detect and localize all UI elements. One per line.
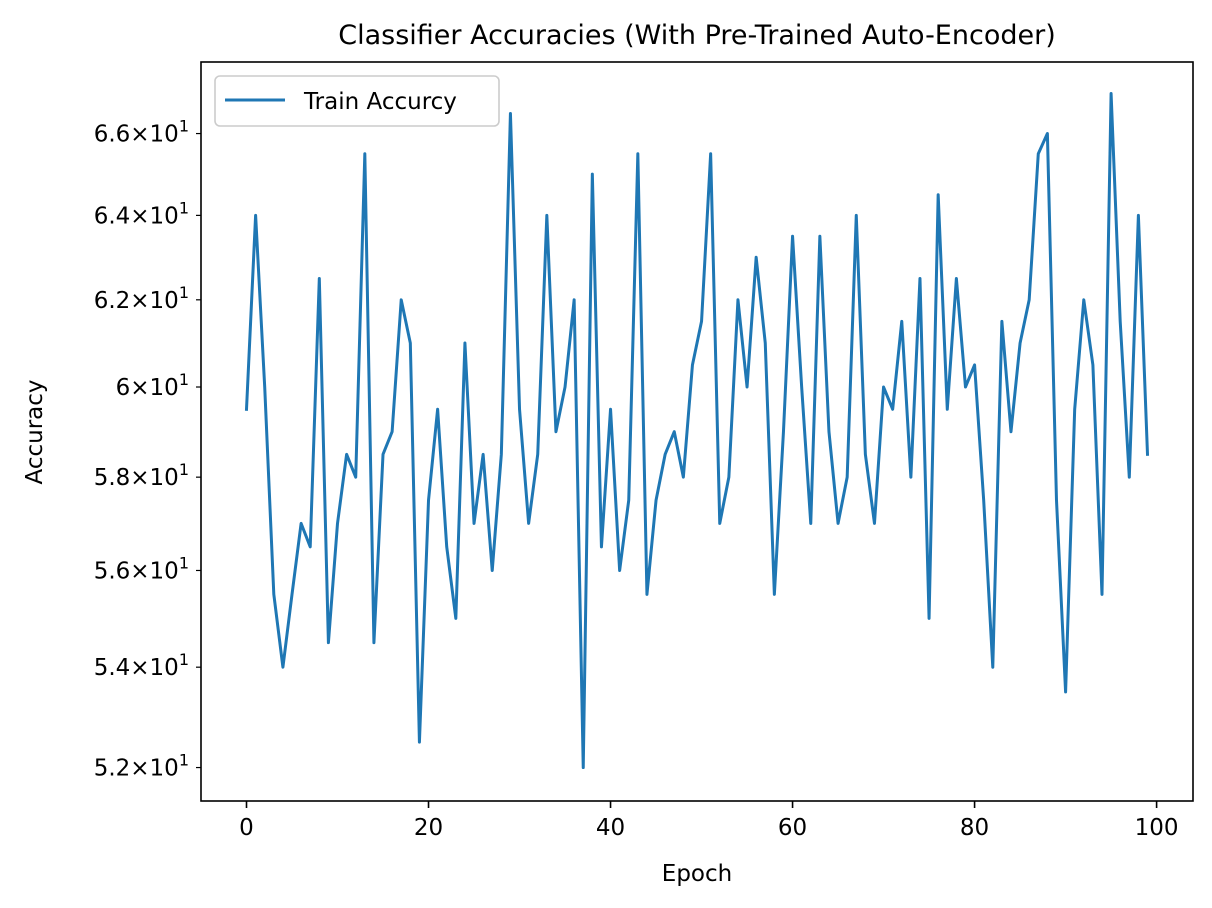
y-axis-label: Accuracy	[22, 379, 48, 484]
x-tick-label: 80	[960, 815, 989, 841]
y-tick-label: 6.6×101	[94, 117, 189, 148]
series-line-train-accuracy	[244, 92, 1150, 770]
y-tick-label: 6.2×101	[94, 283, 189, 314]
x-axis: 0 20 40 60 80 100	[239, 801, 1179, 841]
y-tick-label: 5.6×101	[94, 553, 189, 584]
x-axis-label: Epoch	[662, 861, 732, 887]
y-tick-label: 6×101	[116, 370, 189, 401]
legend-box	[214, 75, 500, 127]
y-tick-label: 5.8×101	[94, 460, 189, 491]
legend: Train Accurcy	[214, 75, 500, 127]
x-tick-label: 20	[414, 815, 443, 841]
y-tick-label: 5.4×101	[94, 650, 189, 681]
x-tick-label: 100	[1135, 815, 1179, 841]
y-tick-label: 6.4×101	[94, 198, 189, 229]
x-tick-label: 0	[239, 815, 254, 841]
y-tick-label: 5.2×101	[94, 751, 189, 782]
y-axis: 5.2×101 5.4×101 5.6×101 5.8×101 6×101 6.2×101…	[94, 117, 201, 782]
plot-frame	[200, 61, 1194, 802]
x-tick-label: 60	[778, 815, 807, 841]
legend-label: Train Accurcy	[303, 89, 457, 115]
chart-title: Classifier Accuracies (With Pre-Trained …	[338, 20, 1055, 51]
x-tick-label: 40	[596, 815, 625, 841]
